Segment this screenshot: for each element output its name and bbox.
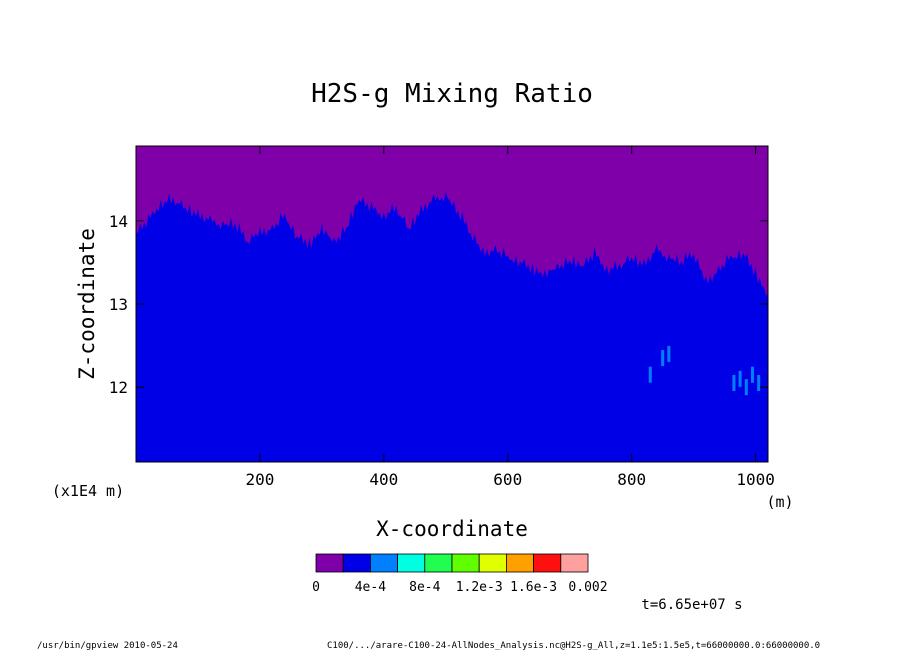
y-tick-label: 12 — [109, 378, 128, 397]
x-tick-label: 400 — [369, 470, 398, 489]
colorbar-swatch — [424, 553, 453, 573]
colorbar-tick-label: 8e-4 — [409, 580, 440, 595]
colorbar-swatch — [315, 553, 344, 573]
colorbar: 0 4e-4 8e-4 1.2e-3 1.6e-3 0.002 — [312, 553, 608, 595]
x-axis: 200 400 600 800 1000 — [245, 146, 775, 489]
field-patch — [751, 366, 755, 383]
chart-title: H2S-g Mixing Ratio — [311, 79, 593, 109]
colorbar-tick-label: 1.6e-3 — [510, 580, 557, 595]
y-unit-label: (x1E4 m) — [52, 482, 124, 500]
field-patch — [744, 379, 748, 396]
y-tick-label: 13 — [109, 295, 128, 314]
field-patch — [661, 350, 665, 367]
field-patch — [732, 375, 736, 391]
field-patch — [757, 375, 761, 391]
y-axis-title: Z-coordinate — [75, 228, 99, 380]
colorbar-tick-label: 0.002 — [568, 580, 607, 595]
colorbar-swatch — [533, 553, 562, 573]
colorbar-tick-label: 0 — [312, 580, 320, 595]
x-tick-label: 200 — [245, 470, 274, 489]
x-unit-label: (m) — [766, 493, 793, 511]
field-patches — [648, 345, 761, 396]
colorbar-tick-label: 1.2e-3 — [456, 580, 503, 595]
y-axis: 12 13 14 — [109, 212, 768, 397]
footer-left: /usr/bin/gpview 2010-05-24 — [37, 641, 178, 651]
mixing-ratio-field — [136, 146, 768, 462]
field-interface-fill — [136, 191, 768, 462]
colorbar-swatch — [560, 553, 589, 573]
colorbar-swatch — [478, 553, 507, 573]
x-tick-label: 800 — [617, 470, 646, 489]
y-tick-label: 14 — [109, 212, 128, 231]
x-axis-title: X-coordinate — [376, 517, 528, 541]
colorbar-swatch — [505, 553, 534, 573]
colorbar-swatch — [451, 553, 480, 573]
field-patch — [667, 345, 671, 362]
colorbar-swatch — [397, 553, 426, 573]
field-patch — [648, 366, 652, 383]
colorbar-swatch — [369, 553, 398, 573]
colorbar-swatch — [342, 553, 371, 573]
x-tick-label: 600 — [493, 470, 522, 489]
colorbar-tick-label: 4e-4 — [355, 580, 386, 595]
x-tick-label: 1000 — [736, 470, 775, 489]
footer-right: C100/.../arare-C100-24-AllNodes_Analysis… — [327, 641, 821, 651]
field-patch — [738, 370, 742, 387]
time-label: t=6.65e+07 s — [641, 597, 742, 613]
